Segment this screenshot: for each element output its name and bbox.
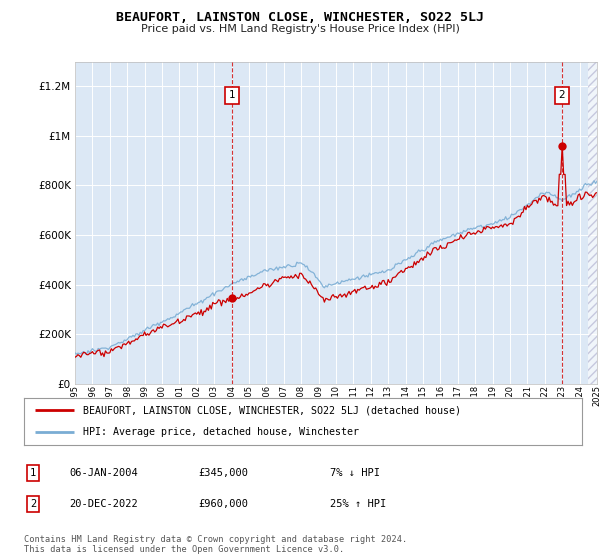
Text: BEAUFORT, LAINSTON CLOSE, WINCHESTER, SO22 5LJ: BEAUFORT, LAINSTON CLOSE, WINCHESTER, SO… [116,11,484,24]
Text: HPI: Average price, detached house, Winchester: HPI: Average price, detached house, Winc… [83,427,359,437]
Bar [588,62,597,384]
Text: Contains HM Land Registry data © Crown copyright and database right 2024.
This d: Contains HM Land Registry data © Crown c… [24,535,407,554]
Text: 06-JAN-2004: 06-JAN-2004 [69,468,138,478]
Text: 1: 1 [30,468,36,478]
Text: £960,000: £960,000 [198,499,248,509]
Text: 25% ↑ HPI: 25% ↑ HPI [330,499,386,509]
Text: 2: 2 [559,90,565,100]
Text: £345,000: £345,000 [198,468,248,478]
Text: 2: 2 [30,499,36,509]
Text: BEAUFORT, LAINSTON CLOSE, WINCHESTER, SO22 5LJ (detached house): BEAUFORT, LAINSTON CLOSE, WINCHESTER, SO… [83,405,461,416]
Text: 1: 1 [229,90,236,100]
Text: 20-DEC-2022: 20-DEC-2022 [69,499,138,509]
Text: Price paid vs. HM Land Registry's House Price Index (HPI): Price paid vs. HM Land Registry's House … [140,24,460,34]
Text: 7% ↓ HPI: 7% ↓ HPI [330,468,380,478]
